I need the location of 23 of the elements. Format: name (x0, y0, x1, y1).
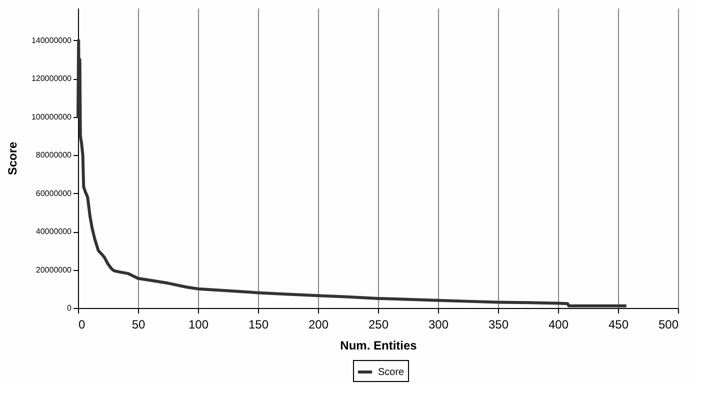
x-tick-label: 250 (368, 318, 389, 332)
y-tick-label: 120000000 (31, 74, 72, 84)
x-tick-label: 50 (132, 318, 146, 332)
y-tick-label: 140000000 (31, 36, 72, 45)
y-tick-label: 100000000 (31, 112, 72, 122)
x-tick-label: 150 (248, 318, 269, 332)
x-axis-title: Num. Entities (340, 338, 418, 352)
x-tick-label: 0 (78, 318, 86, 332)
x-tick-label: 300 (428, 318, 449, 332)
line-series (76, 38, 628, 308)
x-tick-label: 100 (188, 318, 209, 332)
y-tick-label: 60000000 (36, 188, 72, 198)
x-tick-label: 400 (548, 318, 569, 332)
x-tick-label: 450 (608, 318, 629, 332)
x-tick-label: 500 (658, 318, 679, 332)
y-axis-title: Score (5, 142, 20, 176)
legend-label: Score (378, 367, 405, 378)
x-tick-label: 200 (308, 318, 329, 332)
y-tick-label: 0 (67, 304, 72, 312)
x-tick-label: 350 (488, 318, 509, 332)
y-tick-label: 80000000 (36, 150, 72, 160)
y-tick-label: 20000000 (36, 265, 72, 274)
y-tick-label: 40000000 (36, 227, 72, 236)
